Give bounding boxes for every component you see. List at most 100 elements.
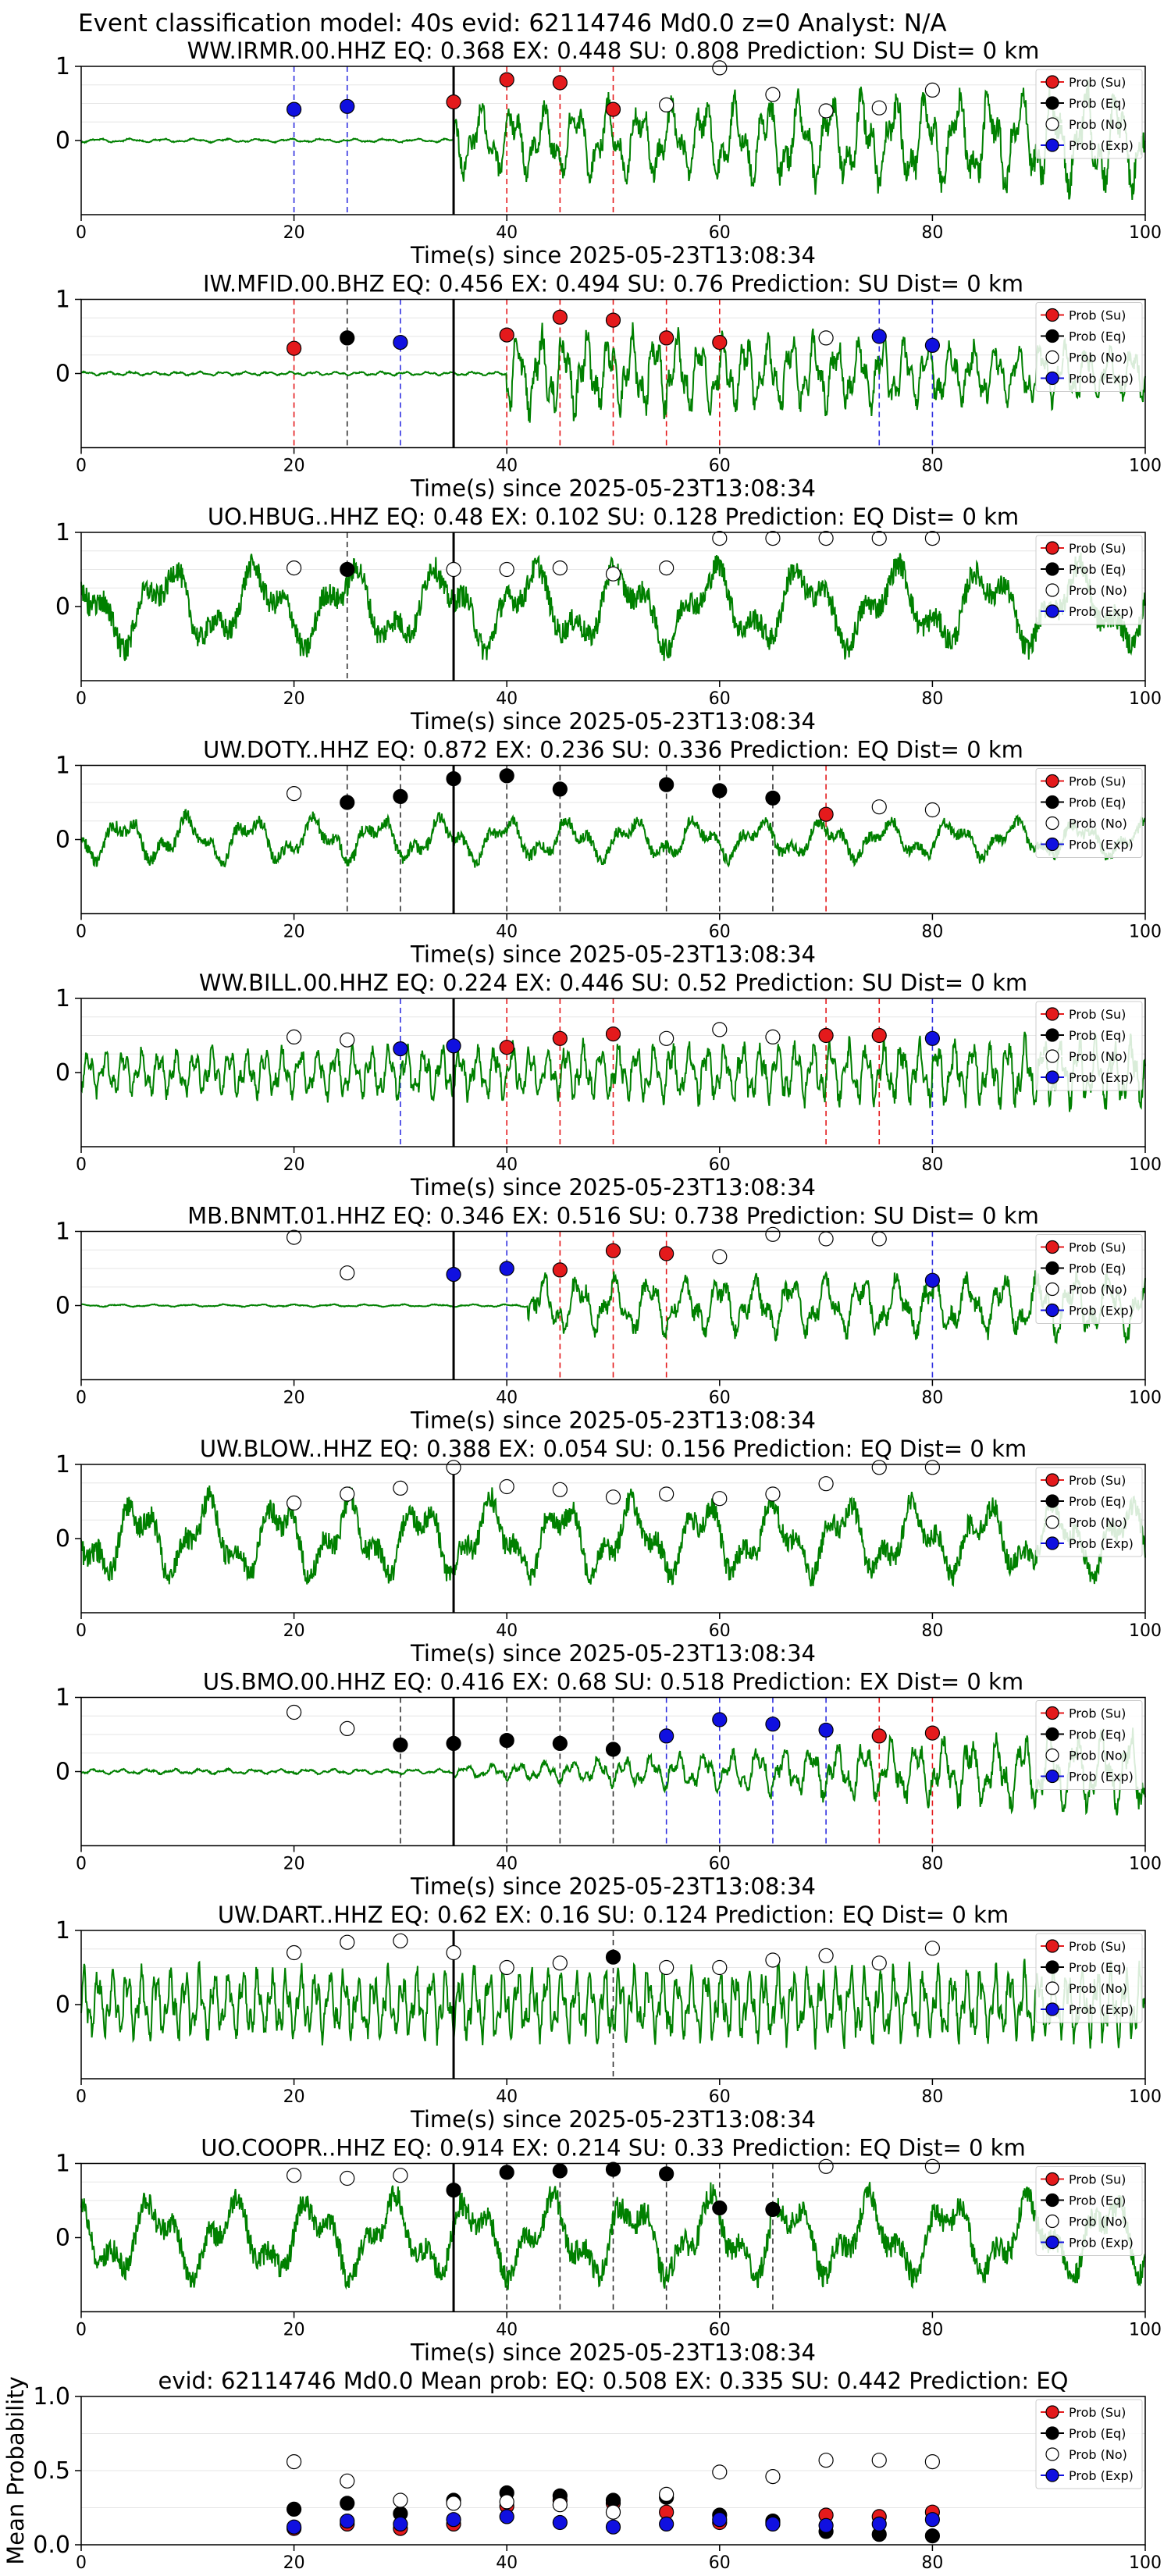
y-tick-label: 0 (55, 1293, 70, 1320)
legend-label-su: Prob (Su) (1069, 1240, 1126, 1255)
mean-marker-no (765, 2469, 781, 2485)
panel-5: WW.BILL.00.HHZ EQ: 0.224 EX: 0.446 SU: 0… (55, 970, 1162, 1201)
legend-label-su: Prob (Su) (1069, 1473, 1126, 1488)
prob-marker-no (712, 1959, 728, 1976)
prob-marker-no (287, 785, 302, 802)
prob-marker-no (340, 1720, 355, 1736)
prob-marker-eq (552, 2163, 568, 2179)
y-tick-label: 0.5 (33, 2457, 70, 2485)
x-tick-label: 60 (709, 2087, 731, 2107)
y-tick-label: 0 (55, 1759, 70, 1786)
x-axis-label: Time(s) since 2025-05-23T13:08:34 (410, 1640, 816, 1667)
prob-marker-no (924, 802, 941, 818)
prob-marker-no (287, 1495, 302, 1511)
legend-label-no: Prob (No) (1069, 350, 1127, 365)
legend-label-eq: Prob (Eq) (1069, 562, 1126, 577)
legend-label-eq: Prob (Eq) (1069, 1960, 1126, 1975)
prob-marker-no (552, 1482, 568, 1497)
x-tick-label: 100 (1129, 223, 1162, 243)
y-tick-label: 0 (55, 127, 70, 155)
prob-marker-no (818, 330, 834, 346)
waveform-trace (80, 809, 1146, 868)
prob-marker-su (712, 335, 728, 350)
legend-marker-eq (1045, 96, 1059, 110)
prob-marker-su (871, 1728, 887, 1744)
prob-marker-su (659, 330, 674, 346)
legend-label-eq: Prob (Eq) (1069, 795, 1126, 810)
legend-frame (1035, 2166, 1143, 2256)
x-tick-label: 0 (76, 457, 87, 476)
legend-label-eq: Prob (Eq) (1069, 1727, 1126, 1742)
x-tick-label: 60 (709, 223, 731, 243)
prob-marker-eq (393, 1737, 408, 1752)
legend-label-su: Prob (Su) (1069, 1939, 1126, 1954)
legend-frame (1035, 302, 1143, 392)
y-tick-label: 0 (55, 1059, 70, 1087)
prob-marker-eq (340, 795, 355, 810)
prob-marker-eq (605, 1949, 621, 1965)
mean-marker-exp (287, 2519, 302, 2535)
legend-frame (1035, 768, 1143, 858)
prob-marker-exp (393, 1041, 408, 1057)
y-tick-label: 1 (55, 1685, 70, 1712)
x-axis-label: Time(s) since 2025-05-23T13:08:34 (410, 1873, 816, 1900)
y-tick-label: 1 (55, 1451, 70, 1478)
prob-marker-no (712, 530, 728, 546)
legend-label-eq: Prob (Eq) (1069, 329, 1126, 344)
panel-6: MB.BNMT.01.HHZ EQ: 0.346 EX: 0.516 SU: 0… (55, 1203, 1162, 1434)
panel-10: UO.COOPR..HHZ EQ: 0.914 EX: 0.214 SU: 0.… (55, 2135, 1162, 2366)
mean-marker-no (924, 2454, 941, 2470)
prob-marker-eq (605, 2161, 621, 2177)
prob-marker-su (818, 1027, 834, 1044)
x-tick-label: 100 (1129, 1389, 1162, 1408)
x-tick-label: 40 (496, 457, 518, 476)
prob-marker-no (499, 1959, 514, 1976)
x-tick-label: 0 (76, 1855, 87, 1874)
prob-marker-eq (605, 1742, 621, 1757)
x-tick-label: 60 (709, 1155, 731, 1175)
panel-11: evid: 62114746 Md0.0 Mean prob: EQ: 0.50… (2, 2368, 1162, 2573)
legend-label-eq: Prob (Eq) (1069, 2426, 1126, 2441)
legend-marker-exp (1045, 2002, 1059, 2016)
legend-marker-su (1045, 1007, 1059, 1021)
prob-marker-eq (446, 2183, 461, 2198)
prob-marker-exp (712, 1712, 728, 1727)
legend: Prob (Su) Prob (Eq) Prob (No) Prob (Exp) (1035, 2166, 1143, 2256)
prob-marker-su (287, 340, 302, 356)
x-axis-label: Time(s) since 2025-05-23T13:08:34 (410, 2106, 816, 2133)
waveform-trace (80, 2182, 1146, 2290)
legend-frame (1035, 535, 1143, 625)
x-tick-label: 60 (709, 1855, 731, 1874)
panel-title: UW.DART..HHZ EQ: 0.62 EX: 0.16 SU: 0.124… (218, 1902, 1009, 1928)
x-tick-label: 40 (496, 689, 518, 709)
x-tick-label: 80 (921, 457, 943, 476)
x-tick-label: 60 (709, 457, 731, 476)
legend-label-eq: Prob (Eq) (1069, 96, 1126, 111)
legend: Prob (Su) Prob (Eq) Prob (No) Prob (Exp) (1035, 69, 1143, 159)
x-tick-label: 100 (1129, 1155, 1162, 1175)
legend-label-no: Prob (No) (1069, 817, 1127, 831)
legend-label-exp: Prob (Exp) (1069, 2002, 1134, 2017)
legend-label-no: Prob (No) (1069, 2447, 1127, 2462)
x-tick-label: 100 (1129, 2321, 1162, 2340)
legend-marker-su (1045, 1473, 1059, 1487)
prob-marker-no (659, 1959, 674, 1976)
prob-marker-no (659, 560, 674, 576)
y-tick-label: 1 (55, 53, 70, 80)
mean-marker-no (340, 2473, 355, 2489)
legend-marker-exp (1045, 604, 1059, 618)
prob-marker-no (765, 1029, 781, 1045)
x-tick-label: 100 (1129, 1855, 1162, 1874)
mean-marker-no (818, 2453, 834, 2468)
legend-marker-no (1045, 1049, 1059, 1063)
legend-marker-exp (1045, 1070, 1059, 1084)
prob-marker-exp (924, 1030, 941, 1046)
prob-marker-no (924, 1941, 941, 1956)
mean-marker-exp (924, 2512, 941, 2528)
x-tick-label: 60 (709, 923, 731, 942)
waveform-trace (80, 79, 1146, 201)
legend-marker-exp (1045, 2468, 1059, 2482)
legend-label-eq: Prob (Eq) (1069, 1261, 1126, 1276)
prob-marker-no (659, 1030, 674, 1046)
legend-label-exp: Prob (Exp) (1069, 372, 1134, 386)
